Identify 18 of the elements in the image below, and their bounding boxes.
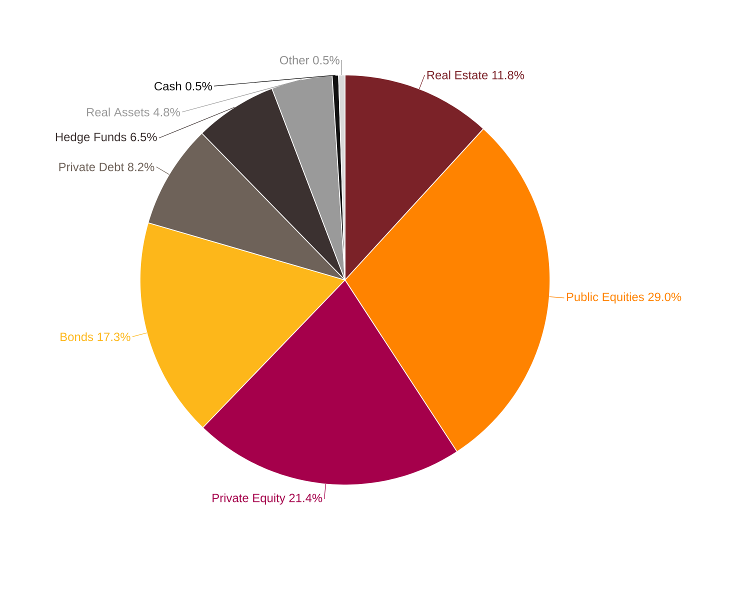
slice-label: Real Assets xyxy=(87,108,150,116)
data-label: 0.5% xyxy=(186,82,212,90)
data-label: 21.4% xyxy=(289,494,322,502)
slice-label: Private Debt xyxy=(59,162,124,172)
slice-label: Public Equities xyxy=(566,292,644,304)
slice-label: Other xyxy=(280,56,310,64)
data-label: 0.5% xyxy=(313,56,340,64)
data-label: 11.8% xyxy=(492,70,524,80)
slice-label: Real Estate xyxy=(427,70,488,80)
data-label: 17.3% xyxy=(98,332,130,342)
data-label: 8.2% xyxy=(128,162,154,172)
slice-label: Private Equity xyxy=(212,493,286,505)
slice-label: Cash xyxy=(154,82,182,90)
slice-label: Bonds xyxy=(60,332,94,342)
data-label: 29.0% xyxy=(648,292,682,302)
slice-label: Hedge Funds xyxy=(56,132,126,144)
data-label: 4.8% xyxy=(153,108,180,116)
data-label: 6.5% xyxy=(130,132,157,142)
